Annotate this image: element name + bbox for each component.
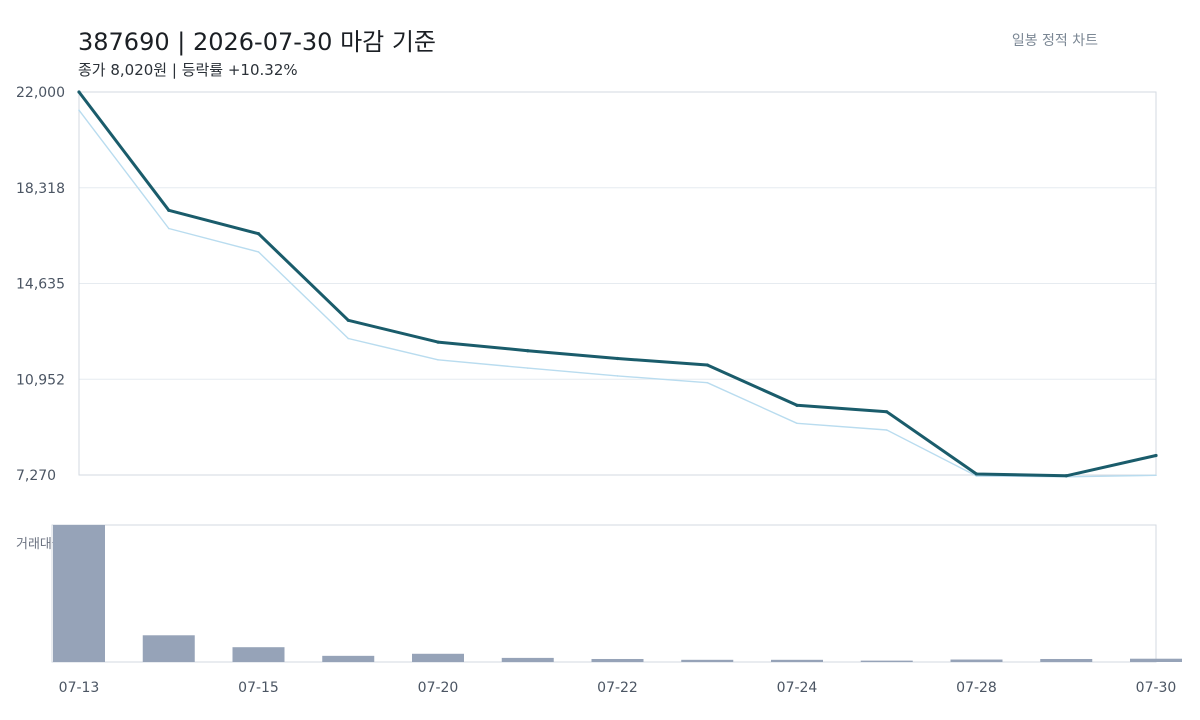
price-point bbox=[526, 367, 529, 369]
price-plot-frame bbox=[78, 91, 1157, 476]
y-tick-label: 10,952 bbox=[16, 372, 65, 388]
x-tick-label: 07-13 bbox=[59, 680, 100, 696]
volume-plot-frame bbox=[51, 524, 1157, 663]
x-tick-label: 07-30 bbox=[1136, 680, 1177, 696]
volume-bar bbox=[860, 660, 913, 662]
volume-bar bbox=[142, 635, 195, 662]
volume-bar bbox=[1040, 658, 1093, 662]
x-tick-label: 07-20 bbox=[418, 680, 459, 696]
volume-bar bbox=[591, 658, 644, 662]
price-point bbox=[706, 381, 709, 384]
volume-bar bbox=[53, 525, 105, 662]
price-point bbox=[975, 475, 978, 477]
x-tick-label: 07-15 bbox=[238, 680, 279, 696]
price-point bbox=[1064, 474, 1068, 478]
x-axis: 07-13 07-15 07-20 07-22 07-24 07-28 07-30 bbox=[59, 680, 1177, 696]
price-line-secondary bbox=[78, 109, 1157, 478]
y-tick-label: 22,000 bbox=[16, 85, 65, 101]
price-point bbox=[167, 208, 171, 212]
price-point bbox=[885, 429, 888, 431]
x-tick-label: 07-22 bbox=[597, 680, 638, 696]
volume-bar bbox=[412, 653, 464, 662]
volume-panel-label: 거래대금 bbox=[16, 537, 64, 552]
volume-bar bbox=[681, 659, 734, 662]
price-point bbox=[616, 375, 619, 377]
y-tick-label: 18,318 bbox=[16, 181, 65, 197]
price-grid bbox=[79, 187, 1156, 380]
chart-subtitle: 종가 8,020원 | 등락률 +10.32% bbox=[78, 61, 298, 79]
price-point bbox=[346, 318, 350, 322]
chart-type-badge: 일봉 정적 차트 bbox=[1011, 33, 1098, 49]
price-point bbox=[796, 422, 798, 425]
y-tick-label: 14,635 bbox=[16, 277, 65, 293]
price-point bbox=[615, 356, 620, 361]
price-point bbox=[437, 359, 439, 361]
x-tick-label: 07-24 bbox=[777, 680, 818, 696]
price-point bbox=[1155, 474, 1157, 477]
chart-title: 387690 | 2026-07-30 마감 기준 bbox=[78, 28, 437, 56]
price-point bbox=[526, 349, 530, 353]
volume-bar bbox=[232, 647, 285, 662]
volume-bar bbox=[950, 659, 1003, 662]
price-point bbox=[347, 337, 350, 340]
price-point bbox=[436, 340, 440, 344]
volume-series bbox=[53, 525, 1182, 662]
price-point bbox=[167, 227, 170, 230]
volume-bar bbox=[1130, 658, 1182, 662]
price-point bbox=[257, 251, 260, 253]
y-tick-label: 7,270 bbox=[16, 468, 56, 484]
price-point bbox=[705, 363, 709, 367]
price-point bbox=[256, 232, 261, 236]
x-tick-label: 07-28 bbox=[956, 680, 997, 696]
volume-bar bbox=[501, 657, 554, 662]
price-series bbox=[77, 90, 1158, 478]
price-point bbox=[77, 90, 81, 94]
price-y-axis: 22,000 18,318 14,635 10,952 7,270 bbox=[16, 85, 65, 484]
price-point bbox=[885, 410, 889, 414]
volume-bar bbox=[771, 659, 823, 662]
volume-bar bbox=[322, 655, 375, 662]
price-point bbox=[795, 403, 799, 407]
price-point bbox=[974, 472, 979, 476]
price-point bbox=[1154, 453, 1158, 458]
price-point bbox=[78, 109, 80, 112]
